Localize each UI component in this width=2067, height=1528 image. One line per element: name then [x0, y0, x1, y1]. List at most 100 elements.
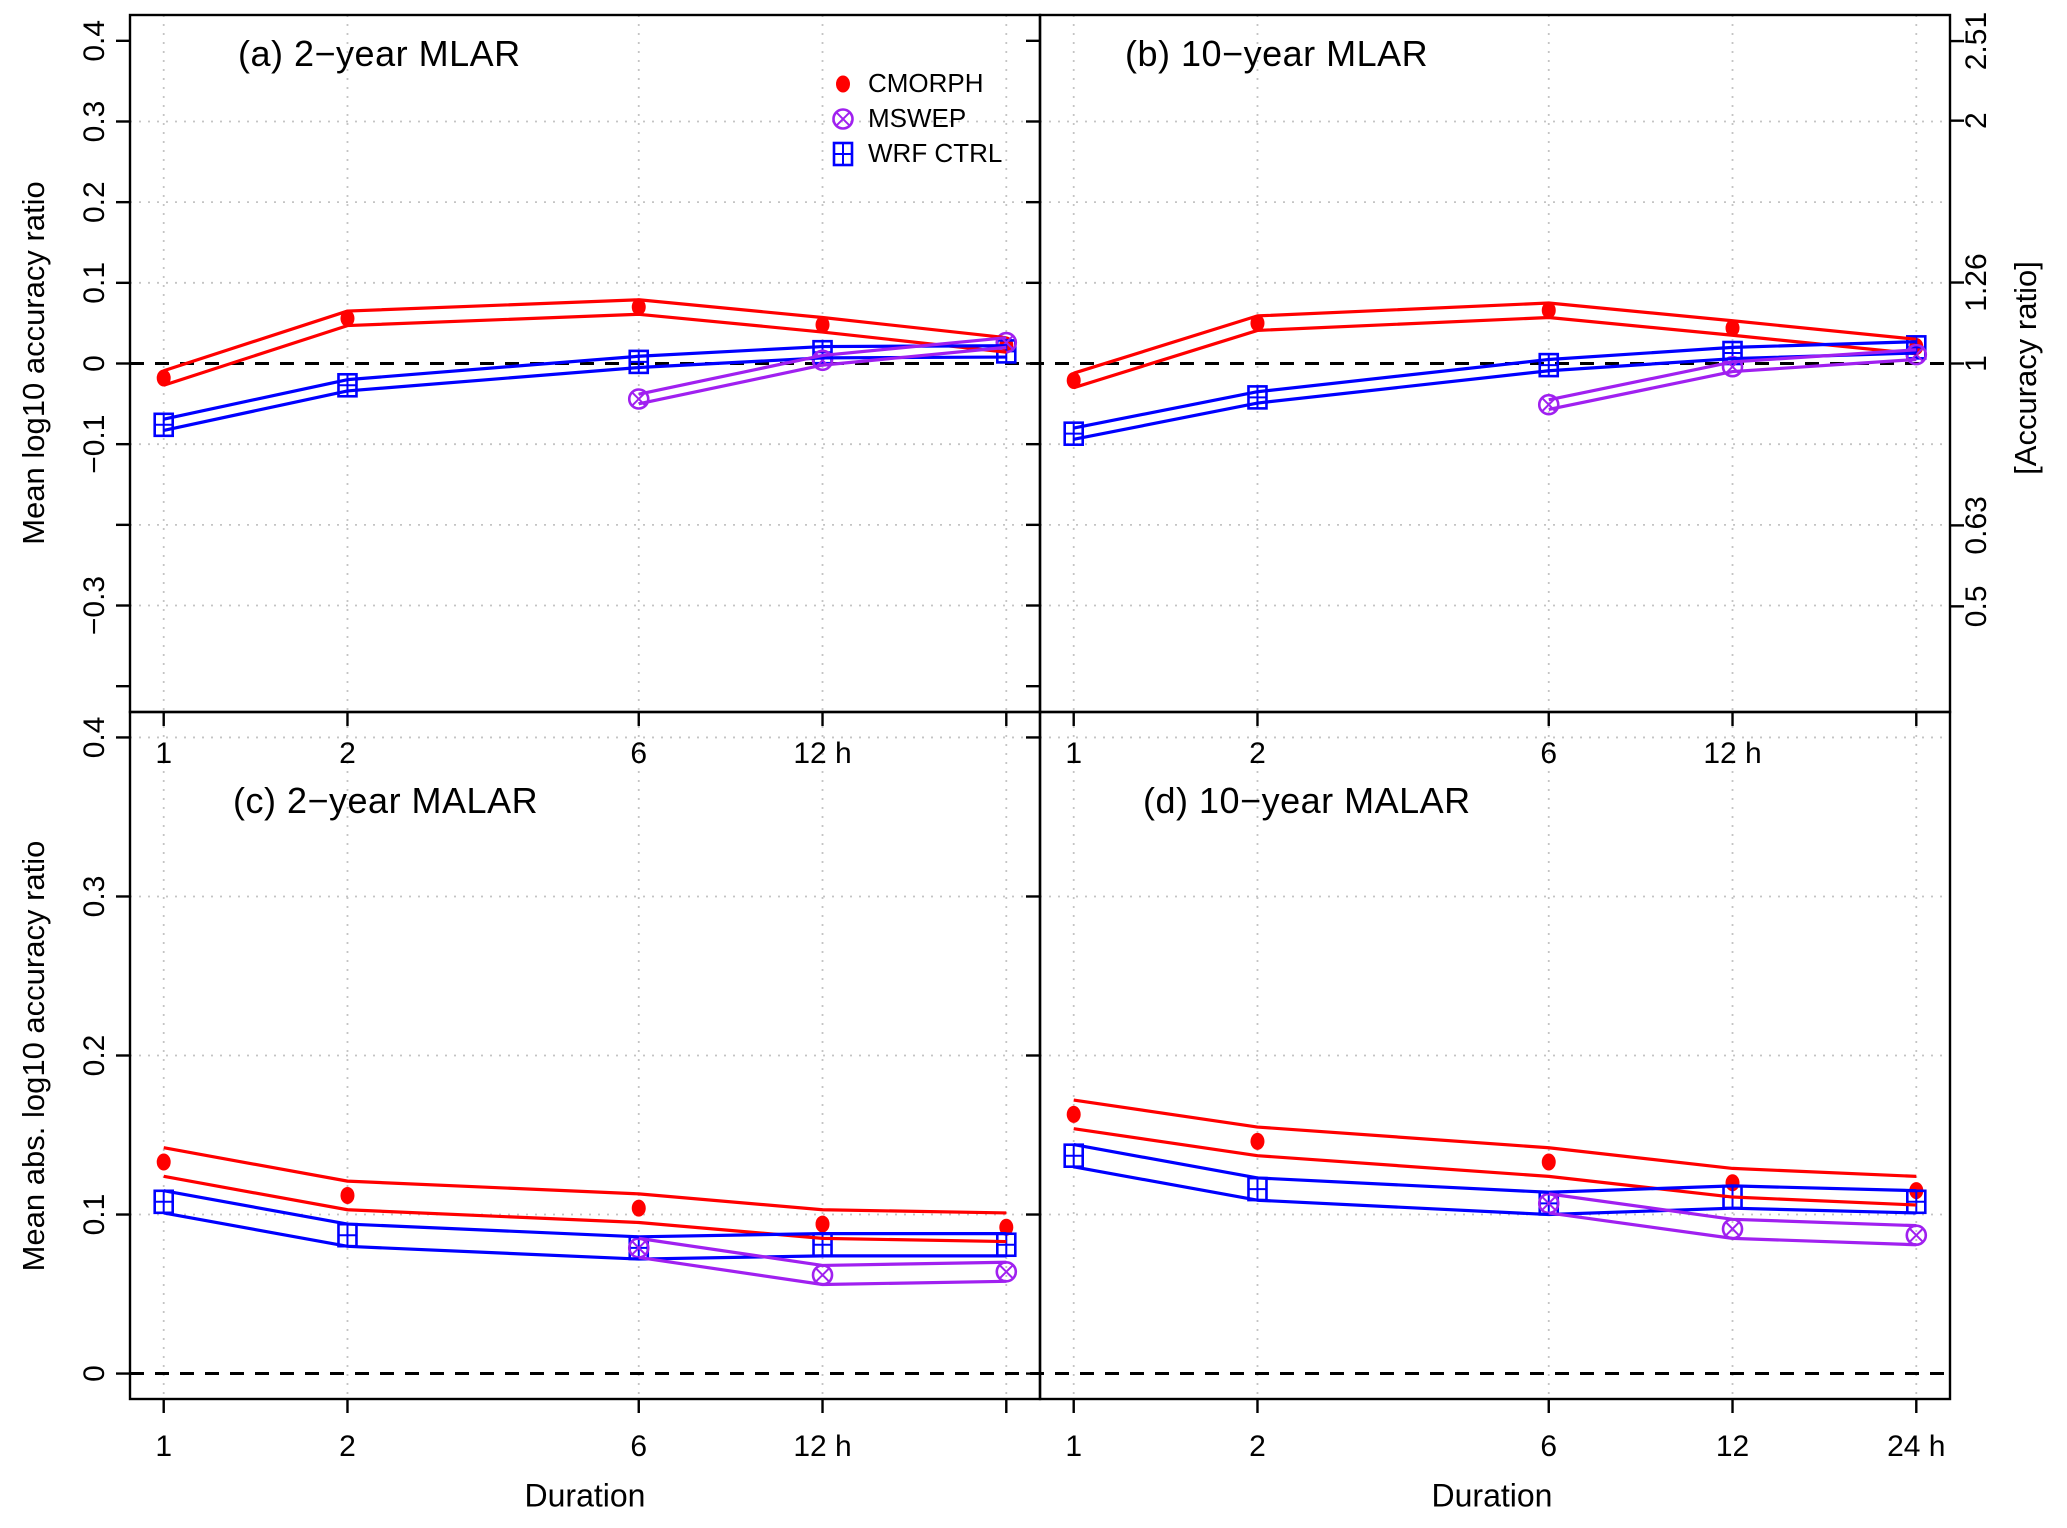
marker-square-plus: [1538, 352, 1560, 378]
x-tick-label-mid: 1: [155, 737, 172, 770]
marker-filled-circle: [340, 309, 355, 327]
y-axis-title-top: Mean log10 accuracy ratio: [16, 181, 51, 545]
x-tick-label-bottom: 12: [1716, 1430, 1749, 1463]
marker-square-plus: [995, 1232, 1017, 1258]
y-right-tick-label: 2: [1960, 112, 1993, 129]
x-tick-label-mid: 12 h: [793, 737, 851, 770]
marker-filled-circle: [631, 298, 646, 316]
x-tick-label-mid: 2: [1249, 737, 1266, 770]
wrf-ctrl-marker-icon: [832, 141, 854, 166]
x-tick-label-bottom: 2: [1249, 1430, 1266, 1463]
series-mswep-band-upper: [638, 336, 1007, 396]
panel-title-a: (a) 2−year MLAR: [238, 33, 521, 74]
series-wrf-ctrl-band-upper: [1073, 340, 1917, 430]
marker-filled-circle: [1541, 1153, 1556, 1171]
series-cmorph-band-upper: [1073, 301, 1917, 375]
marker-filled-circle: [156, 1153, 171, 1171]
series-cmorph-band-lower: [1073, 315, 1917, 390]
series-mswep-band-lower: [1548, 357, 1917, 412]
y-right-tick-label: 1.26: [1960, 253, 1993, 311]
y-right-tick-label: 0.63: [1960, 496, 1993, 554]
series-mswep-band-lower: [1548, 1211, 1917, 1247]
legend-item-cmorph: CMORPH: [828, 66, 1002, 101]
y-tick-label: 0: [78, 1365, 111, 1382]
marker-square-plus: [1247, 385, 1268, 410]
y-tick-label: −0.1: [78, 415, 111, 474]
y-axis-title-bottom: Mean abs. log10 accuracy ratio: [16, 840, 51, 1272]
y-right-tick-label: 2.51: [1960, 12, 1993, 70]
y-tick-label: 0.2: [78, 1035, 111, 1077]
marker-square-plus: [1247, 1176, 1268, 1202]
series-mswep-band-upper: [638, 1236, 1007, 1268]
marker-filled-circle: [815, 1215, 830, 1233]
marker-circle-x: [811, 1264, 834, 1286]
x-axis-title-left: Duration: [524, 1477, 646, 1514]
legend: CMORPH MSWEP WRF CTRL: [828, 66, 1002, 171]
x-tick-label-mid: 2: [339, 737, 356, 770]
marker-filled-circle: [1541, 301, 1556, 319]
marker-square-plus: [832, 141, 854, 166]
y-tick-label: 0.1: [78, 1194, 111, 1236]
marker-filled-circle: [1250, 1132, 1265, 1150]
panel-title-d: (d) 10−year MALAR: [1143, 780, 1471, 821]
series-mswep-band-lower: [638, 1255, 1007, 1287]
marker-filled-circle: [836, 75, 850, 92]
legend-item-mswep: MSWEP: [828, 101, 1002, 136]
marker-filled-circle: [1066, 371, 1081, 389]
x-tick-label-bottom: 6: [1540, 1430, 1557, 1463]
marker-square-plus: [153, 412, 175, 438]
y-axis-title-right: [Accuracy ratio]: [2008, 261, 2043, 475]
marker-filled-circle: [631, 1199, 646, 1217]
series-cmorph-band-lower: [163, 1174, 1007, 1244]
marker-square-plus: [1063, 421, 1085, 446]
x-axis-title-right: Duration: [1431, 1477, 1553, 1514]
series-cmorph-band-lower: [1073, 1127, 1917, 1207]
x-tick-label-bottom: 6: [630, 1430, 647, 1463]
y-tick-label: 0.3: [78, 101, 111, 143]
x-tick-label-bottom: 2: [339, 1430, 356, 1463]
marker-filled-circle: [815, 316, 830, 334]
legend-label-mswep: MSWEP: [868, 103, 967, 133]
marker-filled-circle: [1250, 314, 1265, 332]
x-tick-label-bottom: 1: [155, 1430, 172, 1463]
marker-square-plus: [1905, 1189, 1927, 1215]
series-cmorph-band-upper: [1073, 1098, 1917, 1178]
panel-title-c: (c) 2−year MALAR: [233, 780, 539, 821]
legend-label-wrf-ctrl: WRF CTRL: [868, 138, 1003, 168]
y-right-tick-label: 1: [1960, 355, 1993, 372]
cmorph-marker-icon: [836, 75, 850, 92]
marker-filled-circle: [340, 1186, 355, 1204]
x-tick-label-bottom: 12 h: [793, 1430, 851, 1463]
marker-circle-x: [832, 107, 854, 130]
y-tick-label: 0.4: [78, 717, 111, 759]
series-cmorph-band-upper: [163, 298, 1007, 373]
series-mswep-band-lower: [638, 345, 1007, 406]
x-tick-label-mid: 6: [630, 737, 647, 770]
marker-square-plus: [337, 372, 358, 398]
y-tick-label: 0.4: [78, 20, 111, 62]
marker-circle-x: [1905, 1224, 1928, 1247]
marker-circle-x: [995, 1260, 1018, 1283]
y-right-tick-label: 0.5: [1960, 585, 1993, 627]
marker-filled-circle: [1066, 1105, 1081, 1123]
series-wrf-ctrl-band-upper: [1073, 1142, 1917, 1194]
panel-title-b: (b) 10−year MLAR: [1125, 33, 1429, 74]
x-tick-label-mid: 12 h: [1703, 737, 1761, 770]
series-cmorph-band-lower: [163, 312, 1007, 387]
series-mswep-band-upper: [1548, 348, 1917, 402]
marker-filled-circle: [999, 1218, 1014, 1236]
marker-square-plus: [337, 1222, 358, 1248]
marker-square-plus: [628, 349, 650, 375]
marker-filled-circle: [1725, 319, 1740, 337]
x-tick-label-mid: 6: [1540, 737, 1557, 770]
marker-square-plus: [153, 1189, 175, 1215]
y-tick-label: 0.1: [78, 262, 111, 304]
series-wrf-ctrl-band-lower: [163, 355, 1007, 433]
series-mswep-band-upper: [1548, 1192, 1917, 1228]
y-tick-label: 0: [78, 355, 111, 372]
series-wrf-ctrl-band-upper: [163, 344, 1007, 421]
mswep-marker-icon: [832, 107, 854, 130]
legend-item-wrf-ctrl: WRF CTRL: [828, 136, 1002, 171]
